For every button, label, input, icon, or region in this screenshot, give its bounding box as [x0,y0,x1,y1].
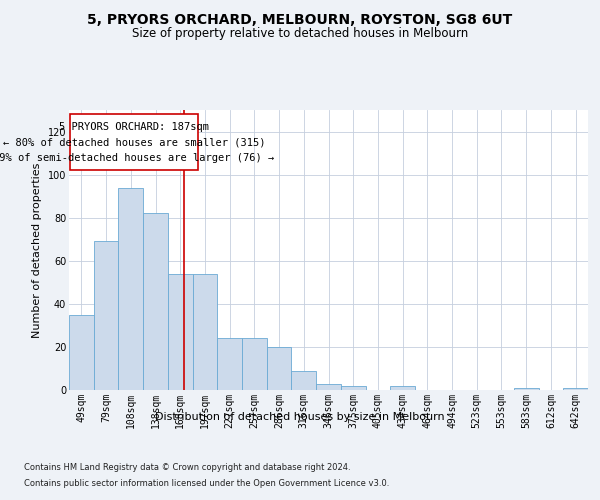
Text: 5, PRYORS ORCHARD, MELBOURN, ROYSTON, SG8 6UT: 5, PRYORS ORCHARD, MELBOURN, ROYSTON, SG… [88,12,512,26]
Bar [292,370,316,390]
Text: 5 PRYORS ORCHARD: 187sqm: 5 PRYORS ORCHARD: 187sqm [59,122,209,132]
Y-axis label: Number of detached properties: Number of detached properties [32,162,42,338]
Text: Size of property relative to detached houses in Melbourn: Size of property relative to detached ho… [132,28,468,40]
Text: 19% of semi-detached houses are larger (76) →: 19% of semi-detached houses are larger (… [0,153,275,163]
Bar [168,274,193,390]
Text: Distribution of detached houses by size in Melbourn: Distribution of detached houses by size … [155,412,445,422]
Text: Contains public sector information licensed under the Open Government Licence v3: Contains public sector information licen… [24,479,389,488]
Bar [267,347,292,390]
Bar [118,188,143,390]
Bar [341,386,365,390]
Bar [143,214,168,390]
Bar [69,314,94,390]
Bar [514,388,539,390]
Bar [94,242,118,390]
Bar [563,388,588,390]
Text: Contains HM Land Registry data © Crown copyright and database right 2024.: Contains HM Land Registry data © Crown c… [24,462,350,471]
Bar [316,384,341,390]
Bar [217,338,242,390]
FancyBboxPatch shape [70,114,197,170]
Bar [390,386,415,390]
Text: ← 80% of detached houses are smaller (315): ← 80% of detached houses are smaller (31… [2,138,265,147]
Bar [242,338,267,390]
Bar [193,274,217,390]
